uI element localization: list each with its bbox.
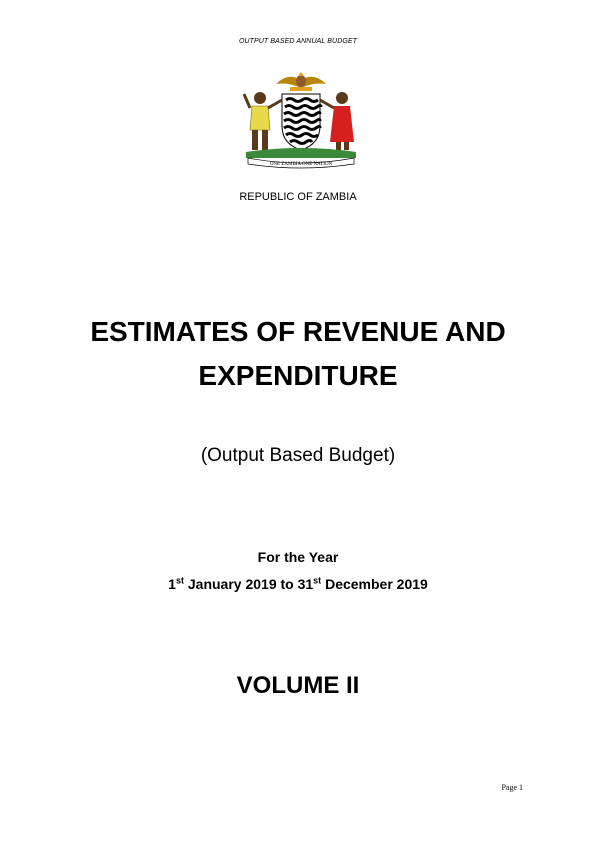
year-label: For the Year — [257, 549, 339, 565]
running-header: OUTPUT BASED ANNUAL BUDGET — [238, 38, 358, 45]
title-line-2: EXPENDITURE — [198, 360, 398, 391]
shield-icon — [281, 93, 323, 151]
right-supporter-figure — [319, 92, 354, 150]
country-name: REPUBLIC OF ZAMBIA — [239, 191, 357, 203]
coat-of-arms-emblem: ONE ZAMBIA ONE NATION — [242, 72, 356, 169]
svg-text:ONE ZAMBIA ONE NATION: ONE ZAMBIA ONE NATION — [270, 162, 333, 167]
period-end: December 2019 — [321, 576, 428, 592]
budget-period: 1st January 2019 to 31st December 2019 — [0, 576, 596, 592]
start-day: 1 — [168, 576, 176, 592]
eagle-icon — [276, 72, 326, 91]
page-number: Page 1 — [501, 783, 523, 792]
title-line-1: ESTIMATES OF REVENUE AND — [90, 316, 506, 347]
end-suffix: st — [313, 575, 322, 586]
document-subtitle: (Output Based Budget) — [200, 445, 396, 466]
left-supporter-figure — [242, 92, 283, 150]
period-middle: January 2019 to 31 — [183, 576, 314, 592]
document-title: ESTIMATES OF REVENUE AND EXPENDITURE — [0, 310, 596, 398]
volume-label: VOLUME II — [236, 672, 360, 699]
start-suffix: st — [175, 575, 184, 586]
